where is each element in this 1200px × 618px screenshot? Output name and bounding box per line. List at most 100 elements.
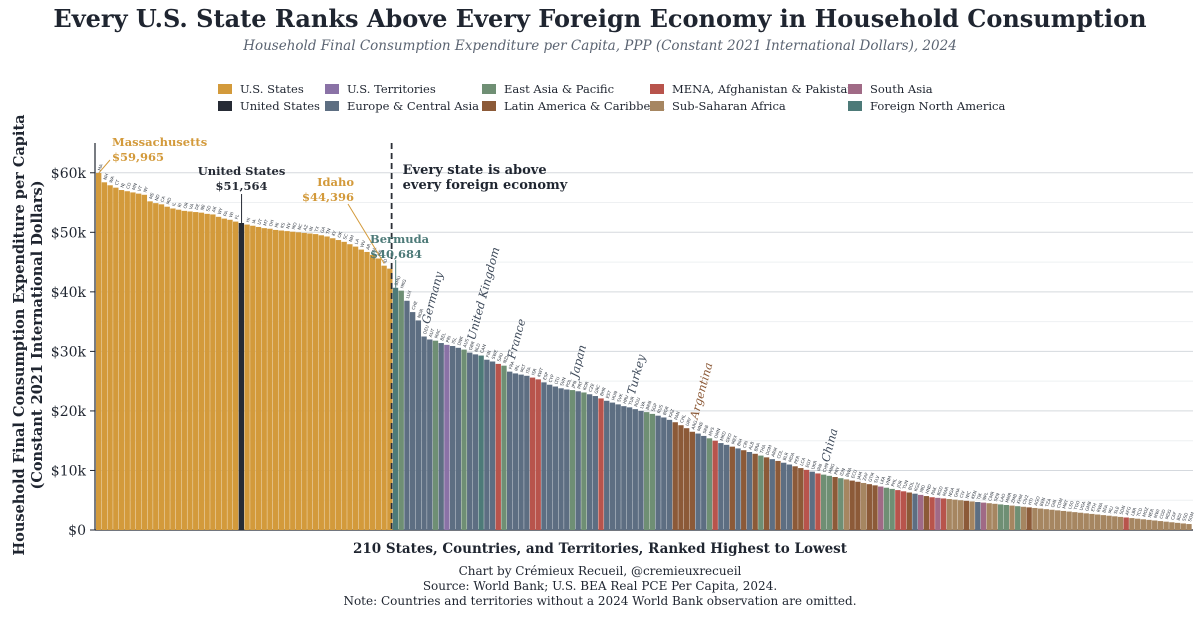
bar <box>335 240 342 530</box>
legend-label: Sub-Saharan Africa <box>672 99 786 113</box>
bar <box>975 502 981 530</box>
bar <box>347 244 353 530</box>
legend-swatch <box>218 101 232 111</box>
bar-code-label: OH <box>268 219 276 227</box>
bar-code-label: SD <box>205 204 213 212</box>
bar <box>935 497 941 530</box>
bar-code-label: MKD <box>719 430 728 442</box>
bar-code-label: MNG <box>827 463 836 475</box>
bar <box>124 191 130 531</box>
bar <box>541 382 547 530</box>
bar <box>1055 510 1061 530</box>
bar <box>918 494 924 530</box>
bar-code-label: KGZ <box>913 482 922 493</box>
bar <box>963 500 970 530</box>
bar <box>649 413 656 530</box>
bar-code-label: AR <box>365 243 373 251</box>
bar <box>449 346 456 530</box>
bar-code-label: VT <box>137 185 145 193</box>
bar <box>997 504 1004 530</box>
bar-code-label: MEX <box>730 434 739 445</box>
legend-item: Sub-Saharan Africa <box>650 99 786 113</box>
bar-code-label: WY <box>217 207 225 216</box>
bar-code-label: BFA <box>1101 504 1109 514</box>
bar <box>529 377 536 530</box>
bar-code-label: ISR <box>531 368 539 377</box>
bar <box>318 235 324 531</box>
bar-code-label: BDI <box>1176 512 1184 521</box>
bar <box>461 349 467 530</box>
bar <box>170 208 176 530</box>
y-tick-label: $60k <box>51 166 87 182</box>
bar-code-label: PA <box>222 210 229 217</box>
bar-code-label: BGR <box>662 405 671 416</box>
bar-code-label: KWT <box>536 367 545 378</box>
bar-code-label: IRN <box>816 463 824 472</box>
bar-code-label: POL <box>565 378 574 388</box>
y-axis-title: Household Final Consumption Expenditure … <box>11 114 46 556</box>
bar-code-label: WI <box>228 211 236 218</box>
bar <box>969 501 975 530</box>
bar <box>444 344 450 530</box>
bar-code-label: SC <box>342 233 350 240</box>
bar <box>701 435 707 530</box>
bar <box>855 481 861 530</box>
threshold-note: Every state is above every foreign econom… <box>403 163 568 193</box>
bar-code-label: DEU <box>422 325 431 336</box>
bar <box>946 499 952 530</box>
bar <box>193 212 199 530</box>
bar-code-label: NH <box>102 173 110 181</box>
bar <box>409 312 416 530</box>
bar-code-label: ZAF <box>862 471 871 481</box>
bar-code-label: PRT <box>576 380 584 390</box>
bar-code-label: BEN <box>1039 497 1048 507</box>
bar <box>878 486 884 530</box>
bar-code-label: MI <box>274 222 281 229</box>
bar-code-label: SWE <box>491 349 500 360</box>
bar <box>1129 518 1135 530</box>
bar <box>421 336 427 530</box>
bar-code-label: GRC <box>593 384 602 395</box>
bar <box>250 225 256 530</box>
bar <box>626 407 633 530</box>
bar <box>1032 507 1038 530</box>
bar-code-label: MLI <box>1107 505 1115 514</box>
bar-code-label: CIV <box>959 490 967 499</box>
bar-code-label: CMR <box>987 491 996 502</box>
bar-code-label: TX <box>313 225 321 233</box>
bar <box>238 222 245 530</box>
bar <box>923 496 930 530</box>
bar <box>267 228 273 530</box>
bar-code-label: SVK <box>616 393 625 403</box>
annotation-value: $44,396 <box>302 190 354 204</box>
footer-credit: Chart by Crémieux Recueil, @cremieuxrecu… <box>458 564 742 578</box>
bar-code-label: LCA <box>799 457 808 467</box>
bar <box>781 462 787 530</box>
bar-code-label: ND <box>154 193 162 202</box>
bar <box>558 388 564 530</box>
bar <box>832 477 838 530</box>
highlighted-country-label: Germany <box>419 270 446 325</box>
bar-code-label: BIH <box>736 438 744 447</box>
bar <box>906 492 912 530</box>
bar <box>1163 521 1169 530</box>
bar-code-label: CRI <box>742 440 750 449</box>
bar-code-label: IL <box>171 201 178 207</box>
legend-label: South Asia <box>870 82 933 96</box>
bar <box>455 347 461 530</box>
bar-code-label: GBR <box>468 340 477 351</box>
bar-code-label: PRY <box>833 466 841 476</box>
bar-code-label: HND <box>924 483 933 495</box>
bar-code-label: JAM <box>856 471 865 482</box>
bar <box>1077 512 1084 530</box>
bar-code-label: BGD <box>936 485 945 497</box>
bar <box>1066 511 1072 530</box>
bar <box>849 480 855 530</box>
bar <box>507 371 513 530</box>
legend-swatch <box>218 84 232 94</box>
bar <box>175 209 182 530</box>
bar-code-label: BHR <box>599 386 608 397</box>
bar-code-label: HI <box>245 217 252 223</box>
bar <box>495 363 501 530</box>
bar <box>1180 523 1186 530</box>
